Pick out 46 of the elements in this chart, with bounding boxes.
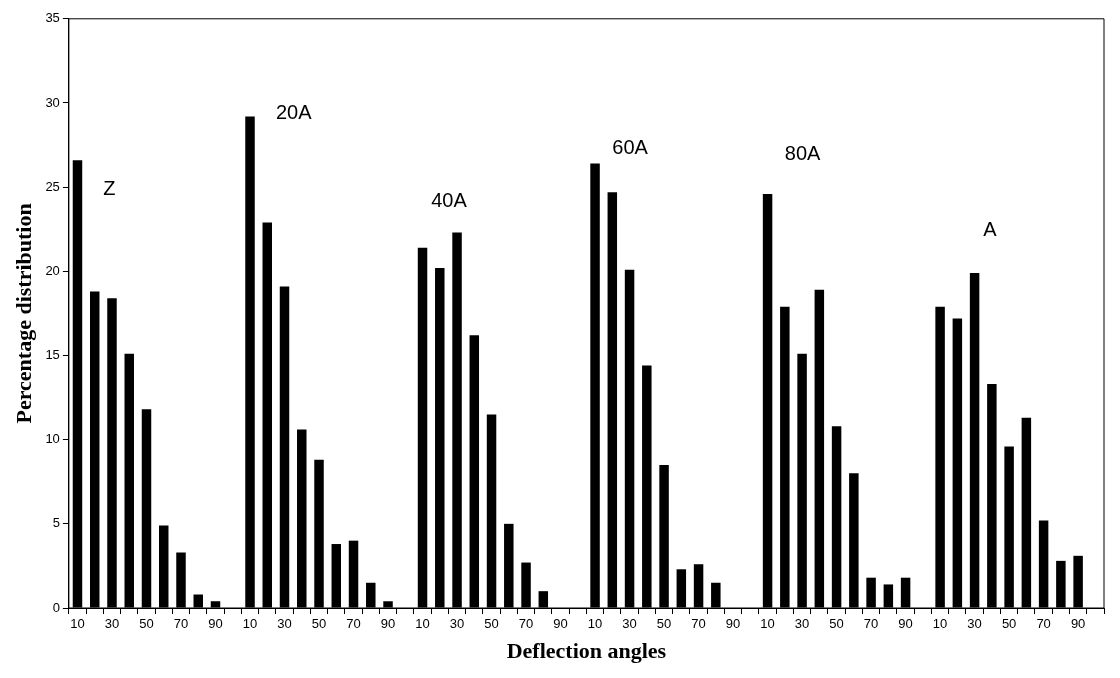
x-tick-label: 70: [518, 616, 534, 632]
x-tick-label: 70: [691, 616, 706, 632]
y-tick-label: 10: [45, 431, 60, 447]
annotation: 40A: [431, 188, 468, 211]
x-tick-label: 10: [932, 616, 948, 632]
x-tick-label: 50: [829, 616, 844, 632]
x-tick-label: 90: [553, 616, 568, 632]
x-tick-label: 70: [346, 616, 361, 632]
y-tick-label: 5: [52, 515, 60, 531]
y-tick-label: 15: [45, 347, 60, 363]
x-tick-label: 90: [380, 616, 396, 632]
y-tick-label: 20: [45, 262, 60, 278]
x-tick-label: 90: [725, 616, 741, 632]
x-tick-label: 30: [622, 616, 637, 632]
x-tick-label: 10: [70, 616, 85, 632]
x-tick-label: 10: [760, 616, 775, 632]
x-tick-label: 30: [449, 616, 465, 632]
annotation: 60A: [612, 135, 649, 158]
y-tick-label: 35: [45, 10, 60, 26]
x-tick-label: 70: [173, 616, 189, 632]
x-tick-label: 30: [104, 616, 120, 632]
annotation: 80A: [784, 141, 822, 164]
annotation: A: [983, 218, 998, 241]
x-tick-label: 90: [1070, 616, 1086, 632]
y-tick-label: 25: [45, 178, 60, 194]
x-tick-label: 70: [863, 616, 879, 632]
x-tick-label: 30: [967, 616, 982, 632]
x-tick-label: 50: [311, 616, 327, 632]
x-tick-label: 10: [587, 616, 603, 632]
x-axis-title: Deflection angles: [506, 638, 667, 664]
x-tick-label: 70: [1036, 616, 1051, 632]
x-tick-label: 90: [208, 616, 223, 632]
x-tick-label: 50: [484, 616, 499, 632]
x-tick-label: 50: [656, 616, 672, 632]
x-tick-label: 10: [415, 616, 430, 632]
x-tick-label: 10: [242, 616, 258, 632]
y-tick-label: 0: [52, 599, 60, 615]
x-tick-label: 90: [898, 616, 913, 632]
annotation: 20A: [275, 100, 313, 123]
x-tick-label: 30: [794, 616, 810, 632]
annotation: Z: [103, 177, 116, 200]
x-tick-label: 50: [1001, 616, 1017, 632]
x-tick-label: 30: [277, 616, 292, 632]
y-tick-label: 30: [45, 94, 60, 110]
y-axis-title: Percentage distribution: [10, 203, 36, 424]
x-tick-label: 50: [139, 616, 154, 632]
